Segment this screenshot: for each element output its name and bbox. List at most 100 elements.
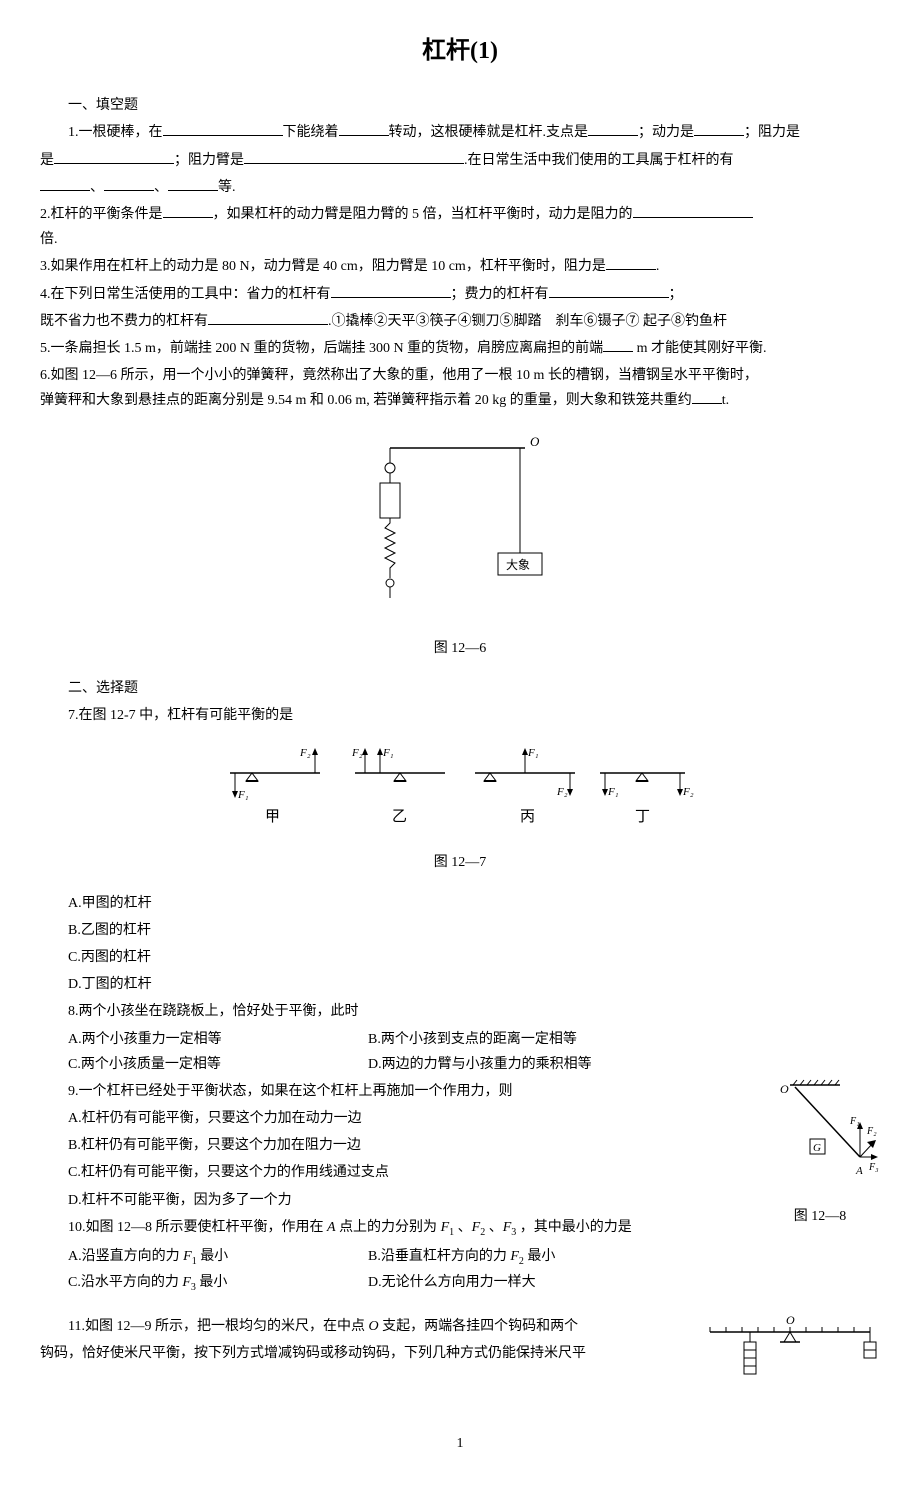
- q8-optA: A.两个小孩重力一定相等: [40, 1027, 340, 1052]
- q6-text: 6.如图 12—6 所示，用一个小小的弹簧秤，竟然称出了大象的重，他用了一根 1…: [40, 368, 758, 383]
- q1-text: 、: [90, 180, 104, 195]
- figure-12-8: O G F₁ F₂ F₃ A 图 12—8: [760, 1077, 880, 1229]
- svg-text:F₁: F₁: [527, 747, 539, 759]
- q10-F: F: [503, 1220, 512, 1235]
- q10-optC: C.沿水平方向的力 F3 最小: [40, 1270, 340, 1297]
- q6-text: t.: [722, 393, 729, 408]
- question-9: 9.一个杠杆已经处于平衡状态，如果在这个杠杆上再施加一个作用力，则: [40, 1079, 880, 1104]
- svg-text:丙: 丙: [520, 809, 535, 825]
- blank: [54, 150, 174, 164]
- svg-text:F₃: F₃: [868, 1162, 879, 1173]
- q4-text: .①撬棒②天平③筷子④铡刀⑤脚踏 刹车⑥镊子⑦ 起子⑧钓鱼杆: [328, 314, 727, 329]
- q1-text: .在日常生活中我们使用的工具属于杠杆的有: [464, 153, 734, 168]
- q10-optC-text: C.沿水平方向的力: [68, 1275, 182, 1290]
- q1-text: 下能绕着: [283, 125, 339, 140]
- q7-optA: A.甲图的杠杆: [40, 891, 880, 916]
- q11-O: O: [368, 1319, 378, 1334]
- blank: [588, 123, 638, 137]
- blank: [168, 177, 218, 191]
- svg-text:F₁: F₁: [607, 786, 619, 798]
- q1-text: 等.: [218, 180, 236, 195]
- q2-text: ，如果杠杆的动力臂是阻力臂的 5 倍，当杠杆平衡时，动力是阻力的: [213, 207, 633, 222]
- fig-12-8-caption: 图 12—8: [760, 1204, 880, 1229]
- q10-F: F: [472, 1220, 481, 1235]
- q9-optA: A.杠杆仍有可能平衡，只要这个力加在动力一边: [40, 1106, 880, 1131]
- svg-text:G: G: [813, 1142, 821, 1154]
- q4-text: ；: [669, 287, 683, 302]
- figure-12-7: F₁ F₂ 甲 F₂ F₁ 乙 F₁ F₂ 丙: [40, 743, 880, 875]
- q10-F: F: [441, 1220, 450, 1235]
- q5-text: m 才能使其刚好平衡.: [633, 341, 766, 356]
- question-7: 7.在图 12-7 中，杠杆有可能平衡的是: [40, 703, 880, 728]
- q1-text: ；阻力臂是: [174, 153, 244, 168]
- q4-text: 既不省力也不费力的杠杆有: [40, 314, 208, 329]
- svg-text:O: O: [786, 1313, 795, 1327]
- q8-optB: B.两个小孩到支点的距离一定相等: [340, 1027, 577, 1052]
- section1-header: 一、填空题: [40, 93, 880, 118]
- fig-12-9-svg: O: [700, 1312, 880, 1392]
- q10-text: ，其中最小的力是: [516, 1220, 632, 1235]
- question-4: 4.在下列日常生活使用的工具中：省力的杠杆有；费力的杠杆有；: [40, 282, 880, 307]
- question-2: 2.杠杆的平衡条件是 ，如果杠杆的动力臂是阻力臂的 5 倍，当杠杆平衡时，动力是阻…: [40, 202, 880, 252]
- q10-text: 、: [485, 1220, 503, 1235]
- svg-text:F₂: F₂: [556, 786, 568, 798]
- q10-optD: D.无论什么方向用力一样大: [340, 1270, 536, 1297]
- svg-text:F₂: F₂: [299, 747, 311, 759]
- question-5: 5.一条扁担长 1.5 m，前端挂 200 N 重的货物，后端挂 300 N 重…: [40, 336, 880, 361]
- blank: [606, 257, 656, 271]
- fig-12-7-svg: F₁ F₂ 甲 F₂ F₁ 乙 F₁ F₂ 丙: [210, 743, 710, 833]
- q3-text: .: [656, 259, 660, 274]
- q10-text: 点上的力分别为: [336, 1220, 441, 1235]
- svg-text:F₁: F₁: [382, 747, 394, 759]
- blank: [549, 284, 669, 298]
- q9-optD: D.杠杆不可能平衡，因为多了一个力: [40, 1188, 880, 1213]
- blank: [208, 311, 328, 325]
- elephant-label: 大象: [506, 558, 530, 572]
- q3-text: 3.如果作用在杠杆上的动力是 80 N，动力臂是 40 cm，阻力臂是 10 c…: [40, 259, 606, 274]
- q4-text: 4.在下列日常生活使用的工具中：省力的杠杆有: [40, 287, 331, 302]
- svg-text:A: A: [855, 1165, 863, 1177]
- blank: [694, 123, 744, 137]
- q10-optC-F: F: [182, 1275, 191, 1290]
- blank: [244, 150, 464, 164]
- question-8: 8.两个小孩坐在跷跷板上，恰好处于平衡，此时: [40, 999, 880, 1024]
- q10-text: 10.如图 12—8 所示要使杠杆平衡，作用在: [68, 1220, 327, 1235]
- question-3: 3.如果作用在杠杆上的动力是 80 N，动力臂是 40 cm，阻力臂是 10 c…: [40, 254, 880, 279]
- svg-text:F₂: F₂: [351, 747, 363, 759]
- svg-text:甲: 甲: [265, 809, 280, 825]
- blank: [163, 204, 213, 218]
- section2-header: 二、选择题: [40, 676, 880, 701]
- q7-optD: D.丁图的杠杆: [40, 972, 880, 997]
- q1-text: 1.一根硬棒，在: [68, 125, 163, 140]
- fig-12-7-caption: 图 12—7: [40, 850, 880, 875]
- q8-optC: C.两个小孩质量一定相等: [40, 1052, 340, 1077]
- q10-optA-F: F: [183, 1249, 192, 1264]
- q6-text: 弹簧秤和大象到悬挂点的距离分别是 9.54 m 和 0.06 m, 若弹簧秤指示…: [40, 393, 692, 408]
- blank: [692, 391, 722, 405]
- q8-row1: A.两个小孩重力一定相等 B.两个小孩到支点的距离一定相等: [40, 1027, 880, 1052]
- question-1-cont: 是；阻力臂是.在日常生活中我们使用的工具属于杠杆的有: [40, 148, 880, 173]
- q2-text: 倍.: [40, 232, 58, 247]
- blank: [603, 338, 633, 352]
- svg-text:丁: 丁: [635, 809, 650, 825]
- q9-optB: B.杠杆仍有可能平衡，只要这个力加在阻力一边: [40, 1133, 880, 1158]
- q2-text: 2.杠杆的平衡条件是: [40, 207, 163, 222]
- q10-optA: A.沿竖直方向的力 F1 最小: [40, 1244, 340, 1271]
- q5-text: 5.一条扁担长 1.5 m，前端挂 200 N 重的货物，后端挂 300 N 重…: [40, 341, 603, 356]
- question-1: 1.一根硬棒，在下能绕着转动，这根硬棒就是杠杆.支点是；动力是；阻力是: [40, 120, 880, 145]
- q10-A: A: [327, 1220, 336, 1235]
- q8-row2: C.两个小孩质量一定相等 D.两边的力臂与小孩重力的乘积相等: [40, 1052, 880, 1077]
- q10-text: 、: [454, 1220, 472, 1235]
- figure-12-9: O: [700, 1312, 880, 1401]
- blank: [40, 177, 90, 191]
- q10-optB-text: B.沿垂直杠杆方向的力: [368, 1249, 510, 1264]
- o-label: O: [530, 434, 540, 449]
- q10-optB-F: F: [510, 1249, 519, 1264]
- page-number: 1: [40, 1431, 880, 1456]
- svg-text:O: O: [780, 1082, 789, 1096]
- svg-text:F₂: F₂: [682, 786, 694, 798]
- svg-text:乙: 乙: [392, 809, 407, 825]
- figure-12-6: O 大象 图 12—6: [40, 428, 880, 660]
- q10-optB: B.沿垂直杠杆方向的力 F2 最小: [340, 1244, 555, 1271]
- fig-12-6-caption: 图 12—6: [40, 636, 880, 661]
